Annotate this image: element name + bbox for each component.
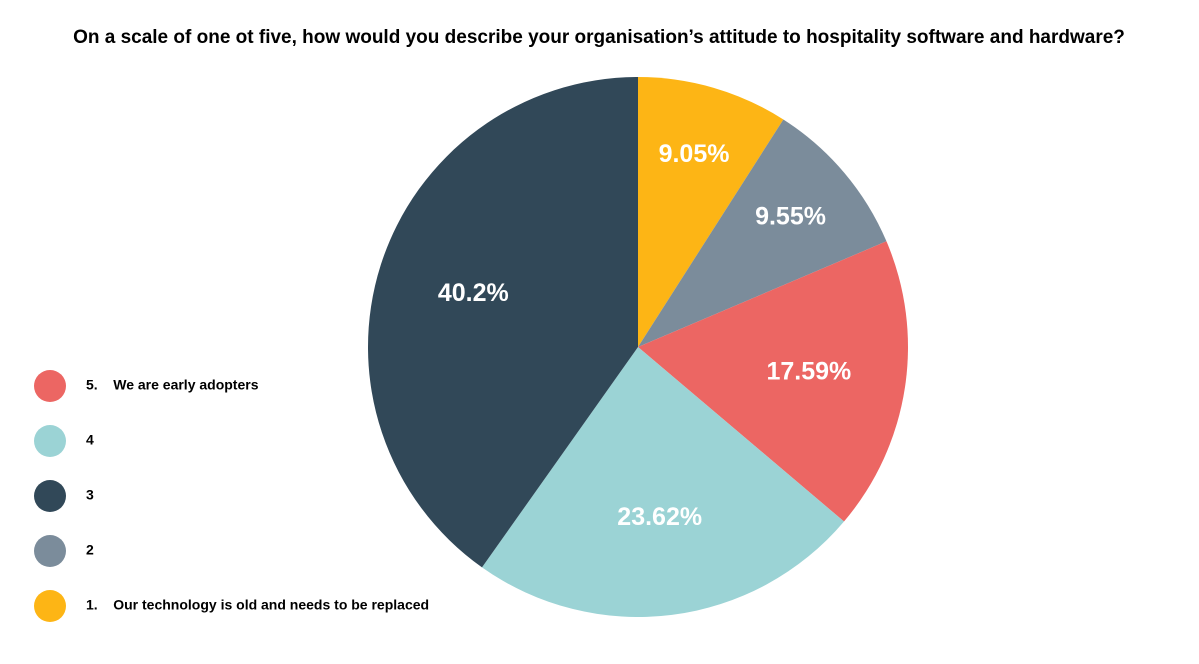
- pie-slice: [368, 77, 638, 568]
- value-label: 40.2%: [438, 279, 509, 307]
- legend-label: 3: [86, 487, 94, 503]
- legend-swatch: [34, 425, 66, 457]
- chart-title: On a scale of one ot five, how would you…: [73, 27, 1125, 48]
- pie-slice: [481, 347, 845, 617]
- value-label: 9.05%: [659, 140, 730, 168]
- legend-label: 5. We are early adopters: [86, 377, 259, 393]
- legend-label: 1. Our technology is old and needs to be…: [86, 597, 429, 613]
- value-label: 9.55%: [755, 203, 826, 231]
- legend-label: 4: [86, 432, 94, 448]
- legend-swatch: [34, 370, 66, 402]
- legend-label: 2: [86, 542, 94, 558]
- value-label: 17.59%: [766, 357, 851, 385]
- pie-slice: [638, 119, 887, 347]
- pie-slice: [638, 77, 784, 347]
- legend-swatch: [34, 590, 66, 622]
- value-label: 23.62%: [617, 503, 702, 531]
- pie-slice: [638, 241, 909, 522]
- legend-swatch: [34, 535, 66, 567]
- legend-swatch: [34, 480, 66, 512]
